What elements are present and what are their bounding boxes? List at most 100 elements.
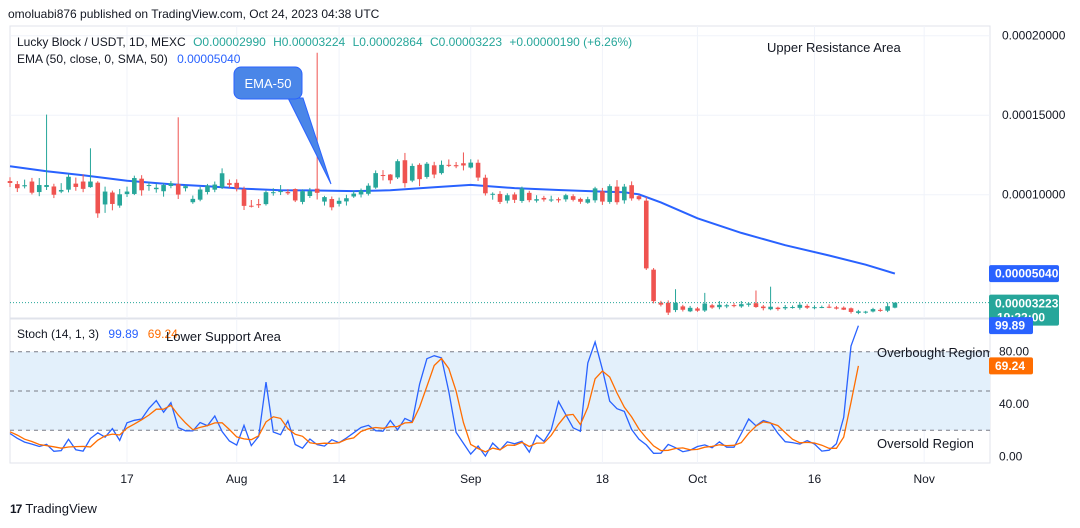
candle <box>826 304 832 309</box>
candle-body <box>673 302 678 311</box>
candle-body <box>607 186 613 202</box>
candle <box>461 152 466 171</box>
candle <box>395 159 400 179</box>
footer-brand-text: TradingView <box>25 501 97 516</box>
last-price-badge-price: 0.00003223 <box>995 297 1059 311</box>
candle-body <box>548 199 554 201</box>
stoch-d-badge-text: 69.24 <box>995 359 1025 373</box>
candle <box>36 178 42 197</box>
candle <box>15 181 20 193</box>
candle-body <box>409 165 415 181</box>
chart-frame: Lucky Block / USDT, 1D, MEXC O0.00002990… <box>7 25 1066 486</box>
candle <box>314 52 320 200</box>
candle-body <box>885 306 890 311</box>
candle <box>88 148 93 188</box>
candle <box>7 177 13 187</box>
candle-body <box>563 195 569 200</box>
candle <box>636 195 642 201</box>
candle <box>197 186 203 202</box>
candle-body <box>344 198 349 202</box>
candle <box>249 199 254 208</box>
candle-body <box>256 204 261 206</box>
candle-body <box>797 304 803 308</box>
candle-body <box>351 193 357 197</box>
candle-body <box>497 193 503 202</box>
candle-body <box>775 307 781 310</box>
ema-price-badge-text: 0.00005040 <box>995 267 1059 281</box>
candle-body <box>665 302 671 313</box>
stoch-k-badge-text: 99.89 <box>995 319 1025 333</box>
candle-body <box>336 200 342 204</box>
candle-body <box>88 181 93 188</box>
candle-body <box>110 192 115 204</box>
candle <box>570 194 576 202</box>
candle-body <box>102 191 108 205</box>
candle <box>490 192 495 200</box>
candle-body <box>614 186 620 203</box>
candle <box>563 193 569 202</box>
candle <box>124 186 130 197</box>
candle <box>600 187 605 205</box>
time-axis-label: Oct <box>688 472 707 486</box>
candle <box>834 305 839 310</box>
candle <box>863 310 868 314</box>
candle-body <box>585 199 591 203</box>
candle-body <box>746 303 751 305</box>
candle-body <box>592 188 598 201</box>
candle-body <box>249 205 254 207</box>
time-axis-label: 17 <box>120 472 134 486</box>
candle-body <box>373 173 378 188</box>
candle-body <box>95 182 101 214</box>
candle-body <box>292 189 298 201</box>
stoch-legend-k: 99.89 <box>108 327 138 341</box>
candle-body <box>132 178 137 194</box>
candle-body <box>15 184 20 189</box>
candle-body <box>183 186 188 189</box>
candle <box>651 268 656 304</box>
candle-body <box>263 192 269 205</box>
candle <box>505 193 510 204</box>
candle-body <box>541 197 547 200</box>
candle-body <box>439 164 444 174</box>
ohlc-low: L0.00002864 <box>353 35 423 49</box>
candle-body <box>300 191 305 202</box>
candle <box>51 183 57 199</box>
candle <box>534 195 539 203</box>
candle-body <box>58 189 64 192</box>
candle <box>168 181 174 189</box>
candle <box>497 191 503 204</box>
candle <box>446 159 452 168</box>
ema-callout: EMA-50 <box>233 66 332 185</box>
candle <box>673 289 678 313</box>
candle-body <box>51 186 57 195</box>
candle-body <box>600 191 605 202</box>
candle-body <box>387 174 393 181</box>
candle-body <box>366 185 371 194</box>
candle <box>526 190 532 203</box>
candle <box>424 161 430 179</box>
publisher-line: omoluabi876 published on TradingView.com… <box>8 7 380 21</box>
footer-brand[interactable]: 17 TradingView <box>10 501 97 516</box>
candle-body <box>856 311 861 313</box>
candle-body <box>402 160 408 184</box>
ohlc-close: C0.00003223 <box>430 35 502 49</box>
candle <box>387 174 393 184</box>
candle <box>190 195 196 204</box>
candle <box>263 190 269 206</box>
candle <box>380 170 386 181</box>
ohlc-open: O0.00002990 <box>193 35 266 49</box>
candle <box>731 303 737 308</box>
ema-callout-box <box>233 66 303 100</box>
candle-body <box>117 194 123 206</box>
candle <box>856 309 861 315</box>
candle-body <box>124 191 130 195</box>
stoch-d-badge: 69.24 <box>989 357 1033 375</box>
candle-body <box>768 306 773 310</box>
stoch-axis-label: 0.00 <box>999 449 1023 463</box>
candle-body <box>322 197 327 202</box>
time-axis-label: 16 <box>808 472 822 486</box>
candle-body <box>380 175 386 177</box>
candle <box>58 183 64 194</box>
candle <box>329 196 335 211</box>
stoch-d-line <box>9 357 860 453</box>
